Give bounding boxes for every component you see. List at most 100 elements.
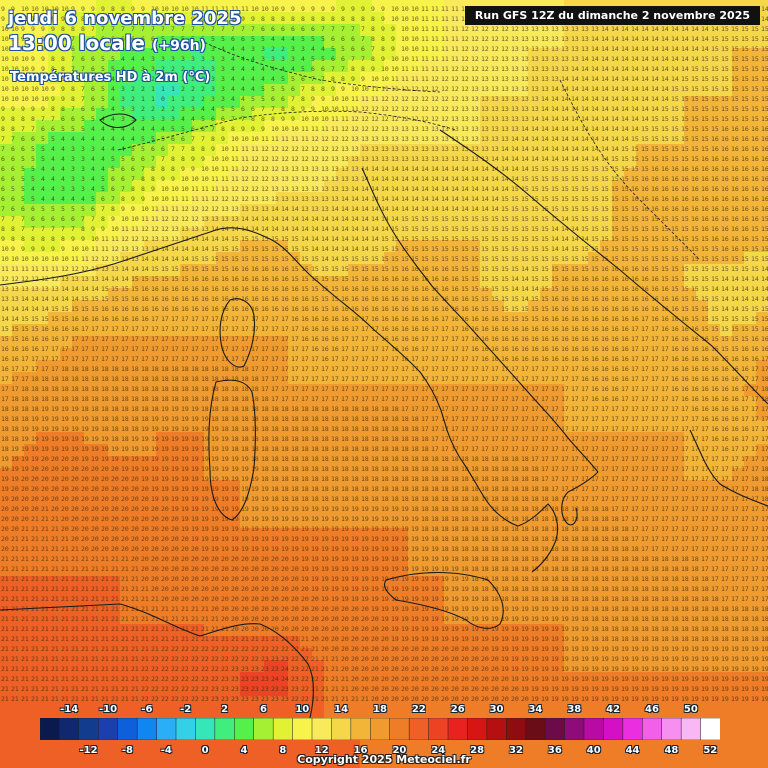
temp-value: 14 [691, 35, 699, 43]
temp-cell [696, 24, 709, 37]
temp-cell [276, 36, 289, 49]
temp-value: 14 [681, 35, 689, 43]
temp-value: 11 [331, 115, 339, 123]
temp-cell [516, 24, 529, 37]
temp-value: 6 [331, 35, 335, 43]
temp-value: 15 [721, 55, 729, 63]
temp-value: 8 [271, 15, 275, 23]
temp-value: 3 [191, 105, 195, 113]
temp-cell [288, 36, 301, 49]
temp-cell [660, 24, 673, 37]
temp-value: 14 [561, 85, 569, 93]
temp-cell [300, 36, 313, 49]
temp-value: 14 [691, 55, 699, 63]
temp-value: 13 [571, 25, 579, 33]
temp-value: 14 [591, 65, 599, 73]
temp-cell [108, 0, 121, 13]
temp-value: 14 [681, 25, 689, 33]
temp-cell [720, 732, 733, 745]
temp-cell [120, 36, 133, 49]
temp-value: 12 [451, 75, 459, 83]
temp-cell [240, 36, 253, 49]
temp-value: 2 [201, 85, 205, 93]
temp-cell [444, 0, 457, 13]
temp-cell [12, 0, 25, 13]
temp-value: 7 [341, 65, 345, 73]
temp-value: 11 [371, 85, 379, 93]
temp-value: 7 [241, 115, 245, 123]
temp-value: 8 [261, 115, 265, 123]
temp-cell [24, 48, 37, 61]
temp-value: 9 [31, 105, 35, 113]
temp-value: 10 [31, 95, 39, 103]
temp-value: 15 [691, 105, 699, 113]
temp-value: 13 [561, 35, 569, 43]
temp-value: 10 [321, 115, 329, 123]
temp-value: 14 [691, 25, 699, 33]
temp-cell [504, 36, 517, 49]
temp-value: 15 [741, 65, 749, 73]
temp-value: 15 [751, 35, 759, 43]
temp-cell [60, 12, 73, 25]
temp-value: 11 [451, 25, 459, 33]
temp-cell [168, 12, 181, 25]
temp-value: 10 [391, 5, 399, 13]
temp-cell [756, 732, 768, 745]
temp-cell [252, 0, 265, 13]
temp-value: 13 [481, 85, 489, 93]
temp-value: 14 [621, 75, 629, 83]
temp-value: 8 [301, 95, 305, 103]
temp-value: 8 [371, 55, 375, 63]
temp-cell [396, 12, 409, 25]
temp-cell [312, 0, 325, 13]
temp-value: 15 [761, 75, 768, 83]
temp-cell [492, 24, 505, 37]
temp-cell [228, 36, 241, 49]
temp-value: 11 [411, 75, 419, 83]
temp-value: 5 [301, 35, 305, 43]
temp-value: 11 [241, 5, 249, 13]
temp-value: 13 [531, 85, 539, 93]
temp-cell [132, 24, 145, 37]
temp-value: 14 [591, 105, 599, 113]
temp-cell [180, 0, 193, 13]
temp-cell [720, 708, 733, 721]
temp-cell [168, 36, 181, 49]
temp-value: 10 [341, 95, 349, 103]
temp-cell [240, 0, 253, 13]
temp-value: 5 [301, 65, 305, 73]
temp-value: 3 [261, 55, 265, 63]
temp-value: 5 [271, 85, 275, 93]
temp-value: 14 [621, 25, 629, 33]
temp-value: 4 [241, 95, 245, 103]
temp-value: 12 [431, 105, 439, 113]
temp-cell [144, 12, 157, 25]
temp-value: 9 [21, 105, 25, 113]
temp-cell [624, 24, 637, 37]
temp-value: 5 [91, 115, 95, 123]
temp-cell [96, 0, 109, 13]
temp-value: 14 [651, 25, 659, 33]
temp-cell [432, 36, 445, 49]
temp-cell [216, 24, 229, 37]
temp-value: 4 [311, 45, 315, 53]
temp-cell [312, 24, 325, 37]
temp-value: 14 [671, 55, 679, 63]
temp-value: 12 [371, 115, 379, 123]
temp-value: 9 [51, 95, 55, 103]
temp-value: 13 [501, 115, 509, 123]
temp-value: 6 [91, 95, 95, 103]
temp-cell [324, 24, 337, 37]
temp-value: 10 [271, 5, 279, 13]
temp-value: 15 [721, 35, 729, 43]
temp-value: 15 [741, 55, 749, 63]
temp-value: 4 [281, 35, 285, 43]
temp-value: 14 [681, 55, 689, 63]
temp-value: 15 [721, 25, 729, 33]
temp-value: 14 [651, 105, 659, 113]
temp-value: 9 [341, 85, 345, 93]
temp-value: 7 [351, 55, 355, 63]
temp-value: 7 [41, 115, 45, 123]
temp-value: 14 [671, 75, 679, 83]
temp-value: 10 [411, 35, 419, 43]
